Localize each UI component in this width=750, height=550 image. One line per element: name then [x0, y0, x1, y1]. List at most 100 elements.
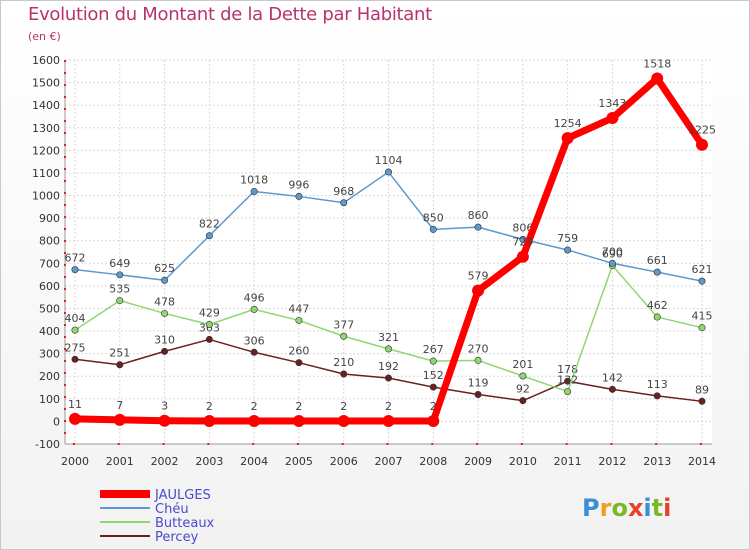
- series-butteaux: 404 535 478 429 496 447 377 321 267 270 201 132 690 4…: [65, 248, 713, 396]
- data-point: [158, 414, 171, 427]
- data-point: [384, 374, 392, 382]
- legend-label-percey: Percey: [155, 530, 199, 545]
- data-label: 1225: [688, 124, 716, 137]
- x-tick-label: 2005: [285, 455, 313, 468]
- data-point: [250, 187, 258, 195]
- data-label: 142: [602, 371, 623, 384]
- data-label: 649: [109, 257, 130, 270]
- data-label: 11: [68, 398, 82, 411]
- legend-label-butteaux: Butteaux: [155, 516, 215, 531]
- legend-label-jaulges: JAULGES: [154, 488, 211, 503]
- data-label: 152: [423, 369, 444, 382]
- data-label: 429: [199, 307, 220, 320]
- y-tick-label: 600: [39, 280, 60, 293]
- data-label: 621: [692, 263, 713, 276]
- data-label: 968: [333, 185, 354, 198]
- y-tick-label: 200: [39, 370, 60, 383]
- y-tick-label: 1000: [32, 190, 60, 203]
- data-point: [653, 392, 661, 400]
- data-point: [250, 305, 258, 313]
- x-tick-label: 2006: [330, 455, 358, 468]
- x-tick-label: 2003: [195, 455, 223, 468]
- data-label: 447: [288, 302, 309, 315]
- x-tick-label: 2012: [598, 455, 626, 468]
- data-point: [519, 397, 527, 405]
- y-tick-label: 400: [39, 325, 60, 338]
- data-point: [340, 370, 348, 378]
- y-tick-label: 700: [39, 257, 60, 270]
- data-point: [116, 271, 124, 279]
- data-point: [205, 232, 213, 240]
- data-point: [516, 250, 529, 263]
- y-tick-label: 1400: [32, 99, 60, 112]
- y-tick-label: 300: [39, 348, 60, 361]
- data-point: [203, 414, 216, 427]
- data-point: [429, 383, 437, 391]
- y-tick-label: 0: [53, 415, 60, 428]
- data-label: 478: [154, 295, 175, 308]
- data-label: 119: [468, 377, 489, 390]
- y-tick-label: 900: [39, 212, 60, 225]
- data-point: [429, 357, 437, 365]
- data-point: [698, 324, 706, 332]
- y-tick-label: 1200: [32, 144, 60, 157]
- series-chéu: 672 649 625 822 1018 996 968 1104 850 860 806 759 70…: [65, 154, 713, 285]
- data-label: 1518: [643, 58, 671, 71]
- x-tick-label: 2002: [151, 455, 179, 468]
- x-tick-label: 2008: [419, 455, 447, 468]
- data-point: [69, 412, 81, 425]
- data-label: 579: [468, 270, 489, 283]
- y-tick-label: 500: [39, 302, 60, 315]
- data-label: 92: [516, 383, 530, 396]
- data-point: [384, 345, 392, 353]
- data-point: [698, 277, 706, 285]
- data-point: [519, 372, 527, 380]
- data-point: [608, 259, 616, 267]
- y-tick-label: 1300: [32, 122, 60, 135]
- data-label: 700: [602, 245, 623, 258]
- data-point: [474, 356, 482, 364]
- x-tick-label: 2010: [509, 455, 537, 468]
- data-label: 210: [333, 356, 354, 369]
- data-point: [295, 359, 303, 367]
- data-label: 270: [468, 342, 489, 355]
- data-point: [292, 414, 305, 427]
- data-label: 996: [288, 178, 309, 191]
- data-label: 729: [512, 236, 533, 249]
- data-label: 822: [199, 218, 220, 231]
- data-point: [205, 321, 213, 329]
- data-label: 2: [340, 400, 347, 413]
- data-point: [427, 414, 440, 427]
- data-point: [116, 361, 124, 369]
- y-tick-label: 1600: [32, 54, 60, 67]
- x-tick-label: 2013: [643, 455, 671, 468]
- chart-title: Evolution du Montant de la Dette par Hab…: [28, 4, 432, 25]
- legend-label-chéu: Chéu: [155, 502, 189, 517]
- data-point: [564, 246, 572, 254]
- x-tick-label: 2009: [464, 455, 492, 468]
- data-label: 306: [244, 334, 265, 347]
- data-point: [651, 72, 664, 85]
- y-tick-label: 800: [39, 235, 60, 248]
- series-jaulges: 11 7 3 2 2 2 2 2 2 579 729 1254 1343 1518 1225: [68, 58, 716, 427]
- chart-unit: (en €): [28, 30, 61, 43]
- x-tick-label: 2004: [240, 455, 268, 468]
- data-point: [248, 414, 261, 427]
- data-label: 462: [647, 299, 668, 312]
- data-label: 759: [557, 232, 578, 245]
- proxiti-logo: Proxiti: [582, 494, 671, 522]
- series-percey: 2752513103633062602101921521199217814211…: [65, 321, 709, 405]
- x-tick-label: 2014: [688, 455, 716, 468]
- data-label: 1254: [554, 117, 582, 130]
- data-point: [161, 276, 169, 284]
- data-label: 625: [154, 262, 175, 275]
- data-point: [205, 335, 213, 343]
- data-point: [116, 297, 124, 305]
- data-point: [561, 132, 574, 145]
- x-tick-label: 2000: [61, 455, 89, 468]
- data-label: 321: [378, 331, 399, 344]
- data-point: [698, 397, 706, 405]
- data-label: 404: [65, 312, 86, 325]
- data-point: [606, 112, 619, 125]
